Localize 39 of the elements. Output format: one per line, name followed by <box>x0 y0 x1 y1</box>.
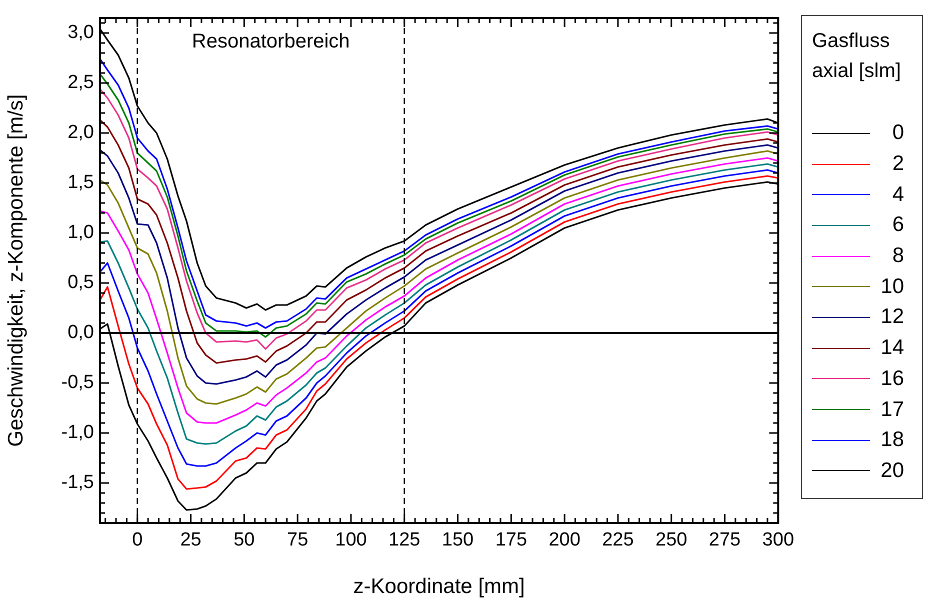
y-tick-label: -1,5 <box>61 472 94 494</box>
x-tick-label: 250 <box>656 530 688 551</box>
y-tick-label: -1,0 <box>61 422 94 444</box>
x-tick-label: 50 <box>234 530 255 551</box>
x-tick-label: 75 <box>287 530 308 551</box>
x-tick-label: 225 <box>602 530 634 551</box>
x-tick-label: 125 <box>388 530 420 551</box>
x-tick-label: 150 <box>442 530 474 551</box>
x-tick-label: 200 <box>548 530 580 551</box>
x-tick-label: 175 <box>495 530 528 551</box>
x-tick-label: 300 <box>762 530 794 551</box>
legend-label: 2 <box>891 152 904 176</box>
y-tick-label: 3,0 <box>68 22 94 44</box>
x-axis-title: z-Koordinate [mm] <box>353 575 525 598</box>
legend-label: 6 <box>891 213 904 238</box>
legend-label: 14 <box>880 336 904 360</box>
y-tick-label: 0,5 <box>68 272 94 294</box>
legend-label: 12 <box>880 305 904 330</box>
legend-label: 4 <box>891 182 904 207</box>
y-tick-label: 0,0 <box>68 322 94 344</box>
legend-label: 8 <box>891 244 904 268</box>
x-tick-label: 275 <box>708 530 741 551</box>
x-tick-label: 0 <box>132 530 143 551</box>
x-tick-label: 25 <box>180 530 202 551</box>
x-tick-label: 100 <box>335 530 367 551</box>
legend-label: 20 <box>880 458 904 483</box>
y-tick-label: 2,5 <box>68 72 94 94</box>
y-tick-label: 2,0 <box>68 122 94 144</box>
annotation: Resonatorbereich <box>192 30 350 53</box>
legend-label: 0 <box>891 121 904 146</box>
y-tick-label: 1,5 <box>68 172 94 194</box>
legend-label: 18 <box>880 428 904 452</box>
legend-title: Gasfluss axial [slm] <box>812 29 902 84</box>
y-tick-label: 1,0 <box>68 222 94 244</box>
y-tick-label: -0,5 <box>61 372 94 394</box>
legend-label: 10 <box>880 274 904 299</box>
y-axis-title: Geschwindigkeit, z-Komponente [m/s] <box>4 94 28 447</box>
legend-label: 16 <box>880 366 904 391</box>
legend-label: 17 <box>880 398 904 422</box>
